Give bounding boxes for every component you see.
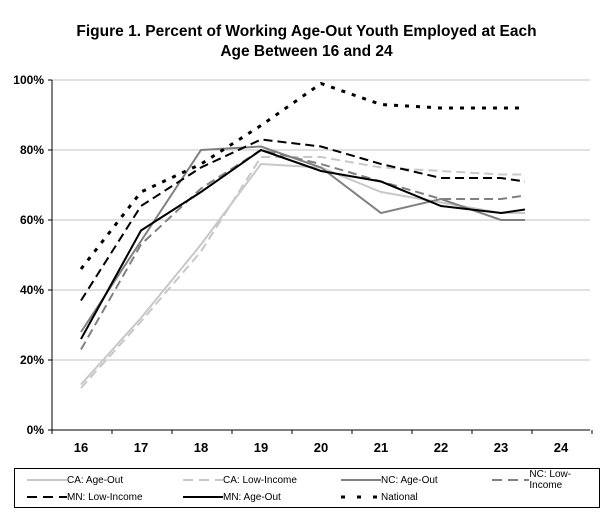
y-tick-label: 60% <box>20 213 44 227</box>
plot-area: 0% 20% 40% 60% 80% 100% 16 17 18 19 20 21 22 23 24 <box>13 73 593 455</box>
x-tick-label: 24 <box>554 440 569 455</box>
y-tick-label: 0% <box>27 423 45 437</box>
legend-item: CA: Age-Out <box>27 472 123 488</box>
legend-item: MN: Age-Out <box>183 489 281 505</box>
x-tick-label: 18 <box>194 440 208 455</box>
x-tick-label: 17 <box>134 440 148 455</box>
legend-swatch-icon <box>341 495 381 499</box>
legend-swatch-icon <box>492 479 530 481</box>
y-tick-label: 100% <box>13 73 44 87</box>
legend-item: MN: Low-Income <box>27 489 143 505</box>
legend-item: CA: Low-Income <box>183 472 297 488</box>
legend-swatch-icon <box>183 479 223 481</box>
legend-swatch-icon <box>27 496 67 498</box>
x-tick-label: 23 <box>494 440 508 455</box>
series-line-mn-low-income <box>80 138 526 302</box>
legend-label: CA: Low-Income <box>223 474 297 486</box>
legend: CA: Age-Out CA: Low-Income NC: Age-Out NC: … <box>14 468 600 508</box>
legend-item: NC: Age-Out <box>341 472 438 488</box>
legend-swatch-icon <box>341 479 381 481</box>
x-tick-label: 22 <box>434 440 448 455</box>
legend-label: CA: Age-Out <box>67 474 124 486</box>
x-tick-label: 21 <box>374 440 388 455</box>
y-tick-label: 20% <box>20 353 44 367</box>
legend-label: MN: Age-Out <box>223 491 281 503</box>
series-line-ca-low-income <box>80 156 525 389</box>
y-tick-label: 40% <box>20 283 44 297</box>
series-line-ca-age-out <box>80 162 525 386</box>
chart-title-line-1: Figure 1. Percent of Working Age-Out You… <box>76 23 537 40</box>
axes: 0% 20% 40% 60% 80% 100% 16 17 18 19 20 21 22 23 24 <box>13 73 593 455</box>
series-lines <box>79 81 526 389</box>
chart-title-line-2: Age Between 16 and 24 <box>220 43 393 60</box>
series-line-nc-age-out <box>80 145 525 333</box>
legend-label: MN: Low-Income <box>67 491 143 503</box>
series-line-nc-low-income <box>80 148 526 350</box>
legend-label: NC: Low-Income <box>529 469 572 491</box>
legend-label: NC: Age-Out <box>381 474 438 486</box>
legend-label: National <box>381 491 418 503</box>
legend-swatch-icon <box>183 496 223 498</box>
x-tick-label: 20 <box>314 440 328 455</box>
x-tick-label: 19 <box>254 440 268 455</box>
y-tick-label: 80% <box>20 143 44 157</box>
legend-item: National <box>341 489 418 505</box>
legend-item: NC: Low-Income <box>492 469 599 491</box>
chart-title: Figure 1. Percent of Working Age-Out You… <box>0 22 613 62</box>
x-tick-label: 16 <box>74 440 88 455</box>
series-line-national <box>79 81 525 270</box>
series-line-mn-age-out <box>80 148 526 340</box>
legend-swatch-icon <box>27 479 67 481</box>
